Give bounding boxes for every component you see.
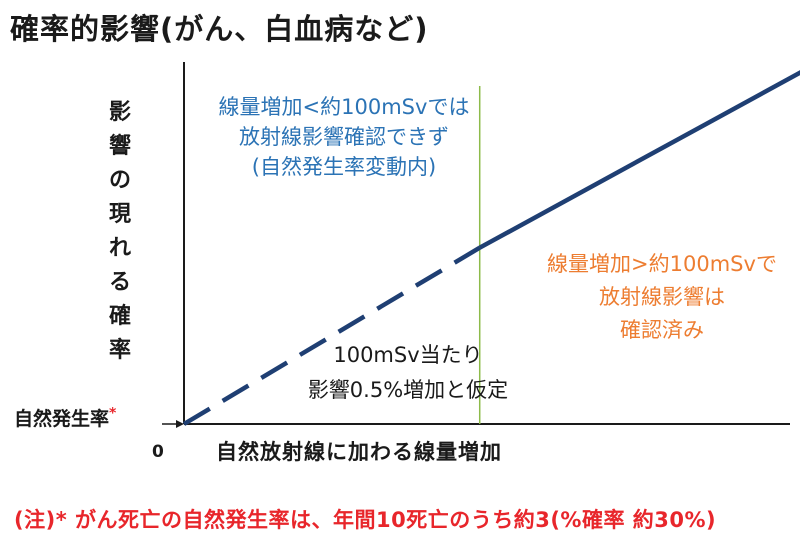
series-group [182,70,800,426]
above-threshold-note: 線量増加>約100mSvで 放射線影響は 確認済み [547,252,777,342]
assumption-note: 100mSv当たり 影響0.5%増加と仮定 [307,343,509,402]
below-threshold-note: 線量増加<約100mSvでは 放射線影響確認できず (自然発生率変動内) [218,95,470,179]
y-origin-label-text: 自然発生率 [14,408,110,430]
origin-arrow-head [176,420,184,428]
y-origin-label: 自然発生率* [14,404,116,431]
series-line-solid [478,70,800,250]
chart-title: 確率的影響(がん、白血病など) [10,12,429,46]
y-origin-mark: * [109,405,117,422]
footnote: (注)* がん死亡の自然発生率は、年間10死亡のうち約3(%確率 約30%) [14,508,717,532]
x-origin-label: 0 [152,442,164,462]
y-axis-label: 影 響 の 現 れ る 確 率 [108,100,131,363]
x-axis-label: 自然放射線に加わる線量増加 [216,440,502,464]
series-line-dashed [182,245,481,426]
